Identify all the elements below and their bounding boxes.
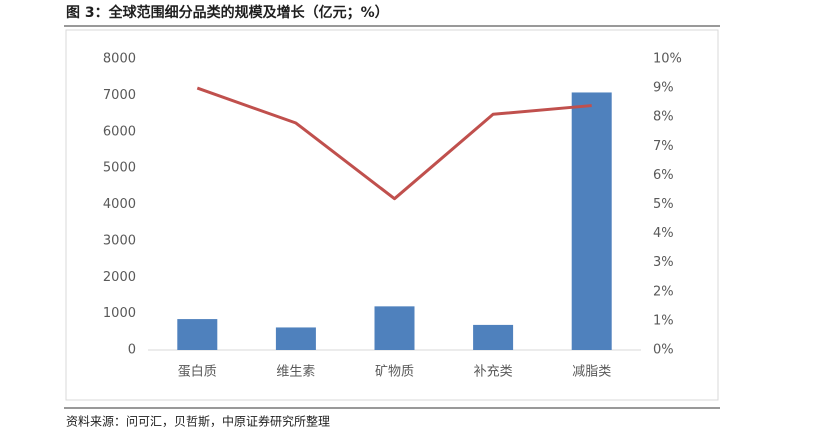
y2-tick-label: 10% bbox=[653, 52, 682, 67]
y2-tick-label: 8% bbox=[653, 110, 674, 125]
x-tick-label: 维生素 bbox=[276, 365, 315, 380]
y-tick-label: 3000 bbox=[103, 233, 136, 248]
x-tick-label: 减脂类 bbox=[572, 365, 611, 380]
y-tick-label: 2000 bbox=[103, 270, 136, 285]
chart-frame bbox=[65, 29, 719, 401]
y-tick-label: 7000 bbox=[103, 88, 136, 103]
y2-tick-label: 1% bbox=[653, 313, 674, 328]
bar bbox=[473, 324, 514, 350]
bar bbox=[374, 306, 415, 350]
x-tick-label: 蛋白质 bbox=[178, 364, 217, 380]
y-tick-label: 0 bbox=[128, 343, 136, 358]
y2-tick-label: 9% bbox=[653, 81, 674, 96]
y-tick-label: 8000 bbox=[103, 52, 136, 67]
y2-tick-label: 3% bbox=[653, 255, 674, 270]
y2-tick-label: 7% bbox=[653, 139, 674, 154]
x-tick-label: 补充类 bbox=[474, 364, 513, 380]
y2-tick-label: 0% bbox=[653, 343, 674, 358]
y-tick-label: 5000 bbox=[103, 161, 136, 176]
y-tick-label: 4000 bbox=[103, 197, 136, 212]
y-tick-label: 1000 bbox=[103, 306, 136, 321]
y2-tick-label: 2% bbox=[653, 284, 674, 299]
x-tick-label: 矿物质 bbox=[375, 365, 414, 380]
source: 资料来源：问可汇，贝哲斯，中原证券研究所整理 bbox=[66, 414, 330, 429]
y2-tick-label: 4% bbox=[653, 226, 674, 241]
y2-tick-label: 6% bbox=[653, 168, 674, 183]
y2-tick-label: 5% bbox=[653, 197, 674, 212]
bar bbox=[177, 319, 218, 350]
line bbox=[196, 86, 592, 201]
bar bbox=[571, 92, 612, 350]
y-tick-label: 6000 bbox=[103, 124, 136, 139]
bar bbox=[275, 327, 316, 350]
chart-title: 图 3：全球范围细分品类的规模及增长（亿元；%） bbox=[66, 4, 389, 21]
